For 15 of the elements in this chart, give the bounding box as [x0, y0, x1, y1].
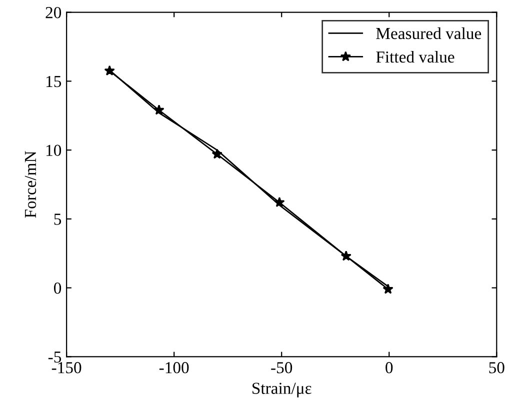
- y-axis-title: Force/mN: [24, 151, 36, 218]
- x-tick-label: -50: [271, 362, 292, 374]
- y-tick-label: 0: [54, 282, 62, 294]
- x-tick-label: -100: [159, 362, 189, 374]
- x-tick-label: 50: [489, 362, 504, 374]
- y-tick-label: 5: [54, 214, 62, 225]
- x-tick-label: 0: [386, 362, 393, 374]
- y-tick-label: 20: [46, 7, 62, 18]
- y-tick-label: 15: [46, 76, 62, 88]
- y-tick-label: -5: [48, 352, 62, 363]
- x-axis-title: Strain/με: [252, 382, 312, 398]
- legend-label: Fitted value: [376, 50, 454, 63]
- y-tick-label: 10: [46, 144, 62, 156]
- x-tick-label: -150: [52, 362, 82, 374]
- legend-label: Measured value: [376, 27, 482, 40]
